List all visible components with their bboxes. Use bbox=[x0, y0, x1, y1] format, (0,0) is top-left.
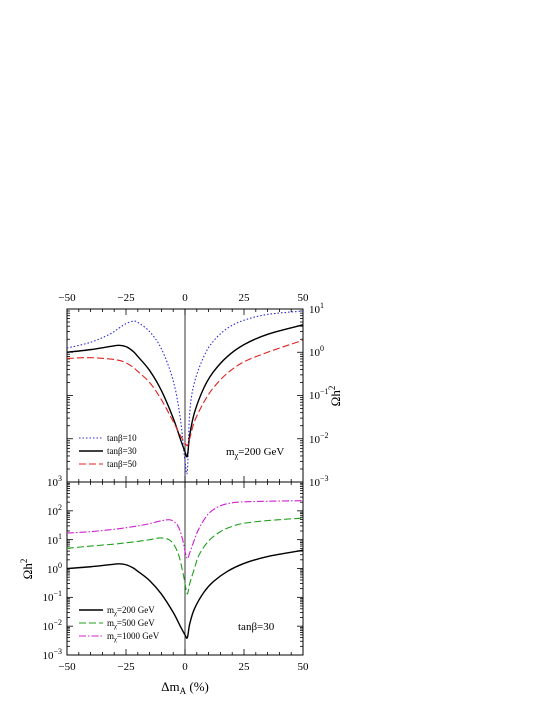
bottom-x-tick-label: 25 bbox=[239, 661, 251, 673]
top-series-line-1 bbox=[67, 324, 303, 458]
bottom-y-tick-label: 103 bbox=[47, 474, 62, 489]
bottom-annotation: tanβ=30 bbox=[238, 621, 275, 633]
bottom-curves bbox=[67, 500, 303, 639]
top-y-tick-label: 10−2 bbox=[309, 431, 329, 446]
bottom-legend-entry: mχ=200 GeV bbox=[79, 605, 155, 617]
bottom-legend-label: mχ=200 GeV bbox=[107, 605, 155, 617]
bottom-x-axis-label: ΔmA (%) bbox=[161, 679, 209, 696]
bottom-legend-entry: mχ=1000 GeV bbox=[79, 631, 160, 643]
top-legend-entry: tanβ=30 bbox=[79, 446, 137, 456]
top-legend-label: tanβ=50 bbox=[107, 459, 137, 469]
top-panel: −50 −25 0 25 50 101 100 10−1 10−2 10−3 Ω… bbox=[58, 292, 343, 489]
top-legend-label: tanβ=10 bbox=[107, 433, 137, 443]
top-series-line-0 bbox=[67, 310, 303, 475]
top-series-line-2 bbox=[67, 339, 303, 447]
bottom-legend: mχ=200 GeV mχ=500 GeV mχ=1000 GeV bbox=[79, 605, 160, 643]
bottom-x-tick-label: 50 bbox=[298, 661, 310, 673]
top-ticks bbox=[66, 308, 304, 483]
top-y-tick-label: 10−1 bbox=[309, 387, 329, 402]
bottom-x-tick-label: −25 bbox=[117, 661, 135, 673]
bottom-ticks bbox=[66, 481, 304, 656]
top-x-tick-label: −25 bbox=[117, 292, 135, 304]
top-legend-entry: tanβ=10 bbox=[79, 433, 137, 443]
top-legend-label: tanβ=30 bbox=[107, 446, 137, 456]
top-x-tick-label: 25 bbox=[239, 292, 251, 304]
top-annotation: mχ=200 GeV bbox=[226, 446, 284, 460]
bottom-x-tick-label: 0 bbox=[182, 661, 188, 673]
top-y-tick-label: 100 bbox=[309, 344, 324, 359]
bottom-y-tick-label: 101 bbox=[47, 532, 62, 547]
top-legend: tanβ=10 tanβ=30 tanβ=50 bbox=[79, 433, 137, 469]
bottom-y-axis-label: Ωh2 bbox=[19, 559, 35, 580]
bottom-series-line-0 bbox=[67, 549, 303, 639]
bottom-y-tick-label: 100 bbox=[47, 561, 62, 576]
bottom-y-tick-label: 10−2 bbox=[42, 618, 62, 633]
bottom-y-tick-label: 10−1 bbox=[42, 589, 62, 604]
top-x-tick-label: 50 bbox=[298, 292, 310, 304]
bottom-x-tick-label: −50 bbox=[58, 661, 76, 673]
top-x-tick-label: 0 bbox=[182, 292, 188, 304]
top-x-tick-label: −50 bbox=[58, 292, 76, 304]
top-y-tick-label: 10−3 bbox=[309, 474, 329, 489]
bottom-legend-label: mχ=1000 GeV bbox=[107, 631, 160, 643]
bottom-legend-entry: mχ=500 GeV bbox=[79, 618, 155, 630]
top-legend-entry: tanβ=50 bbox=[79, 459, 137, 469]
bottom-y-tick-label: 10−3 bbox=[42, 647, 62, 662]
top-curves bbox=[67, 310, 303, 475]
bottom-panel: −50 −25 0 25 50 103 102 101 100 10−1 10−… bbox=[19, 474, 309, 696]
bottom-series-line-2 bbox=[67, 500, 303, 560]
bottom-y-tick-label: 102 bbox=[47, 503, 62, 518]
top-y-tick-label: 101 bbox=[309, 301, 324, 316]
bottom-series-line-1 bbox=[67, 517, 303, 595]
top-y-axis-label: Ωh2 bbox=[327, 386, 343, 407]
bottom-legend-label: mχ=500 GeV bbox=[107, 618, 155, 630]
